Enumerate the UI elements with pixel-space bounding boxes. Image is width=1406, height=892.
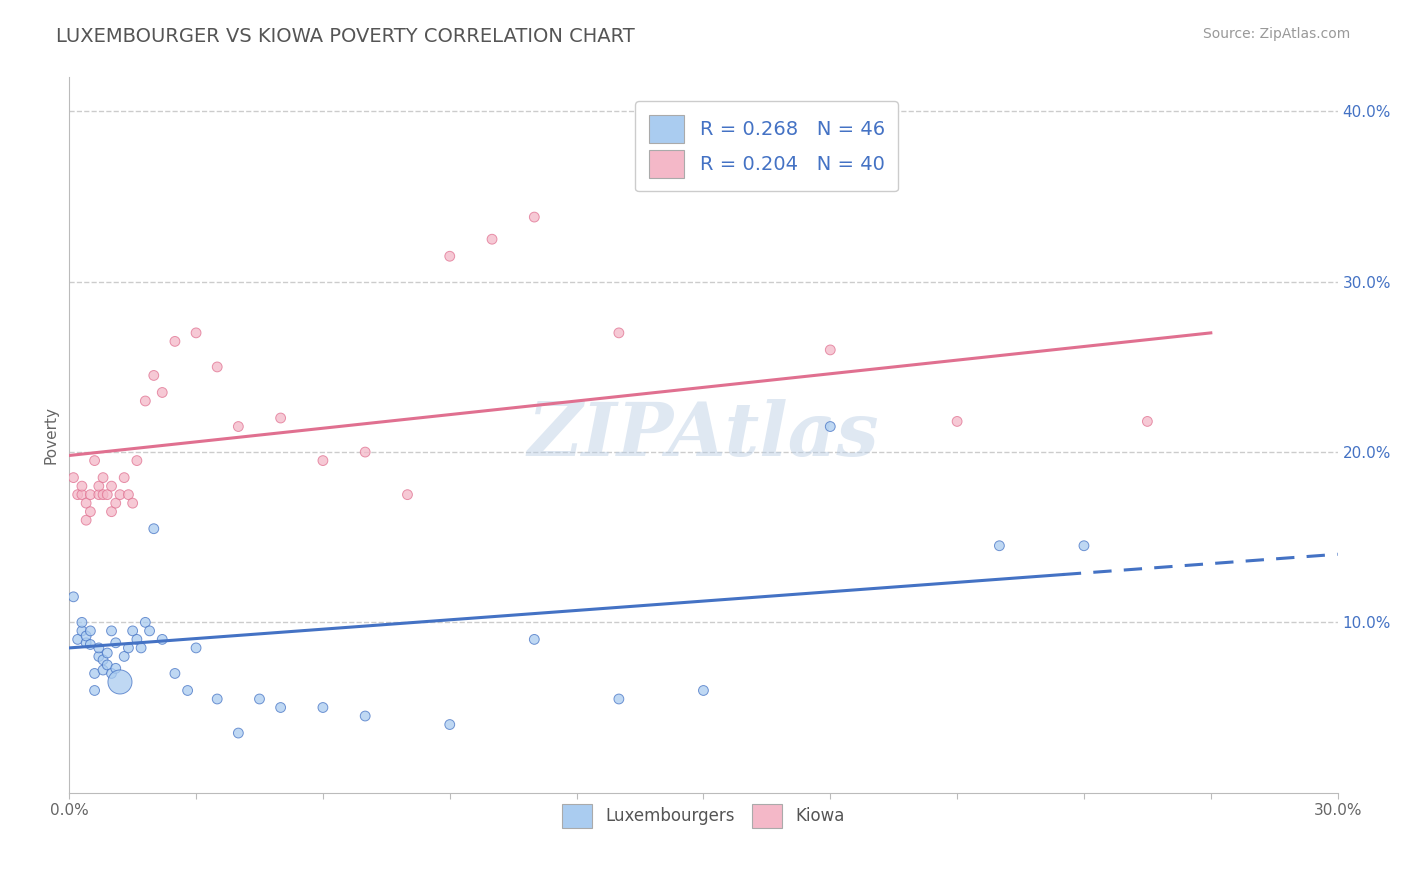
- Point: [83, 666, 105, 681]
- Point: [607, 326, 630, 340]
- Point: [354, 445, 377, 459]
- Text: LUXEMBOURGER VS KIOWA POVERTY CORRELATION CHART: LUXEMBOURGER VS KIOWA POVERTY CORRELATIO…: [56, 27, 636, 45]
- Point: [228, 419, 250, 434]
- Point: [66, 488, 89, 502]
- Point: [312, 700, 335, 714]
- Point: [91, 653, 114, 667]
- Text: Source: ZipAtlas.com: Source: ZipAtlas.com: [1202, 27, 1350, 41]
- Point: [523, 632, 546, 647]
- Point: [163, 334, 186, 349]
- Point: [96, 657, 118, 672]
- Point: [104, 661, 127, 675]
- Point: [354, 709, 377, 723]
- Point: [91, 488, 114, 502]
- Point: [439, 717, 461, 731]
- Point: [79, 505, 101, 519]
- Point: [523, 210, 546, 224]
- Y-axis label: Poverty: Poverty: [44, 406, 58, 464]
- Point: [108, 488, 131, 502]
- Point: [481, 232, 503, 246]
- Point: [87, 488, 110, 502]
- Point: [75, 629, 97, 643]
- Point: [125, 632, 148, 647]
- Point: [607, 692, 630, 706]
- Point: [70, 624, 93, 638]
- Point: [228, 726, 250, 740]
- Point: [79, 488, 101, 502]
- Point: [150, 632, 173, 647]
- Point: [820, 343, 842, 357]
- Point: [270, 411, 292, 425]
- Point: [87, 640, 110, 655]
- Point: [91, 470, 114, 484]
- Point: [125, 453, 148, 467]
- Point: [205, 692, 228, 706]
- Point: [96, 488, 118, 502]
- Point: [104, 636, 127, 650]
- Point: [100, 479, 122, 493]
- Point: [70, 479, 93, 493]
- Point: [988, 539, 1011, 553]
- Point: [117, 488, 139, 502]
- Point: [150, 385, 173, 400]
- Point: [96, 646, 118, 660]
- Point: [184, 326, 207, 340]
- Point: [100, 666, 122, 681]
- Point: [176, 683, 198, 698]
- Point: [83, 453, 105, 467]
- Point: [439, 249, 461, 263]
- Point: [129, 640, 152, 655]
- Point: [75, 496, 97, 510]
- Point: [270, 700, 292, 714]
- Point: [75, 513, 97, 527]
- Point: [138, 624, 160, 638]
- Point: [104, 496, 127, 510]
- Point: [87, 479, 110, 493]
- Point: [112, 470, 135, 484]
- Legend: Luxembourgers, Kiowa: Luxembourgers, Kiowa: [555, 797, 851, 834]
- Point: [163, 666, 186, 681]
- Point: [75, 636, 97, 650]
- Point: [117, 640, 139, 655]
- Point: [79, 638, 101, 652]
- Point: [66, 632, 89, 647]
- Point: [1073, 539, 1095, 553]
- Point: [249, 692, 271, 706]
- Point: [134, 394, 156, 409]
- Point: [79, 624, 101, 638]
- Point: [121, 496, 143, 510]
- Point: [70, 615, 93, 630]
- Point: [1136, 414, 1159, 428]
- Point: [205, 359, 228, 374]
- Point: [142, 368, 165, 383]
- Point: [83, 683, 105, 698]
- Point: [134, 615, 156, 630]
- Point: [946, 414, 969, 428]
- Point: [87, 649, 110, 664]
- Point: [692, 683, 714, 698]
- Point: [396, 488, 419, 502]
- Point: [121, 624, 143, 638]
- Point: [100, 624, 122, 638]
- Point: [312, 453, 335, 467]
- Point: [820, 419, 842, 434]
- Point: [100, 505, 122, 519]
- Point: [112, 649, 135, 664]
- Point: [62, 590, 84, 604]
- Text: ZIPAtlas: ZIPAtlas: [527, 399, 879, 471]
- Point: [142, 522, 165, 536]
- Point: [108, 675, 131, 690]
- Point: [184, 640, 207, 655]
- Point: [70, 488, 93, 502]
- Point: [62, 470, 84, 484]
- Point: [91, 663, 114, 677]
